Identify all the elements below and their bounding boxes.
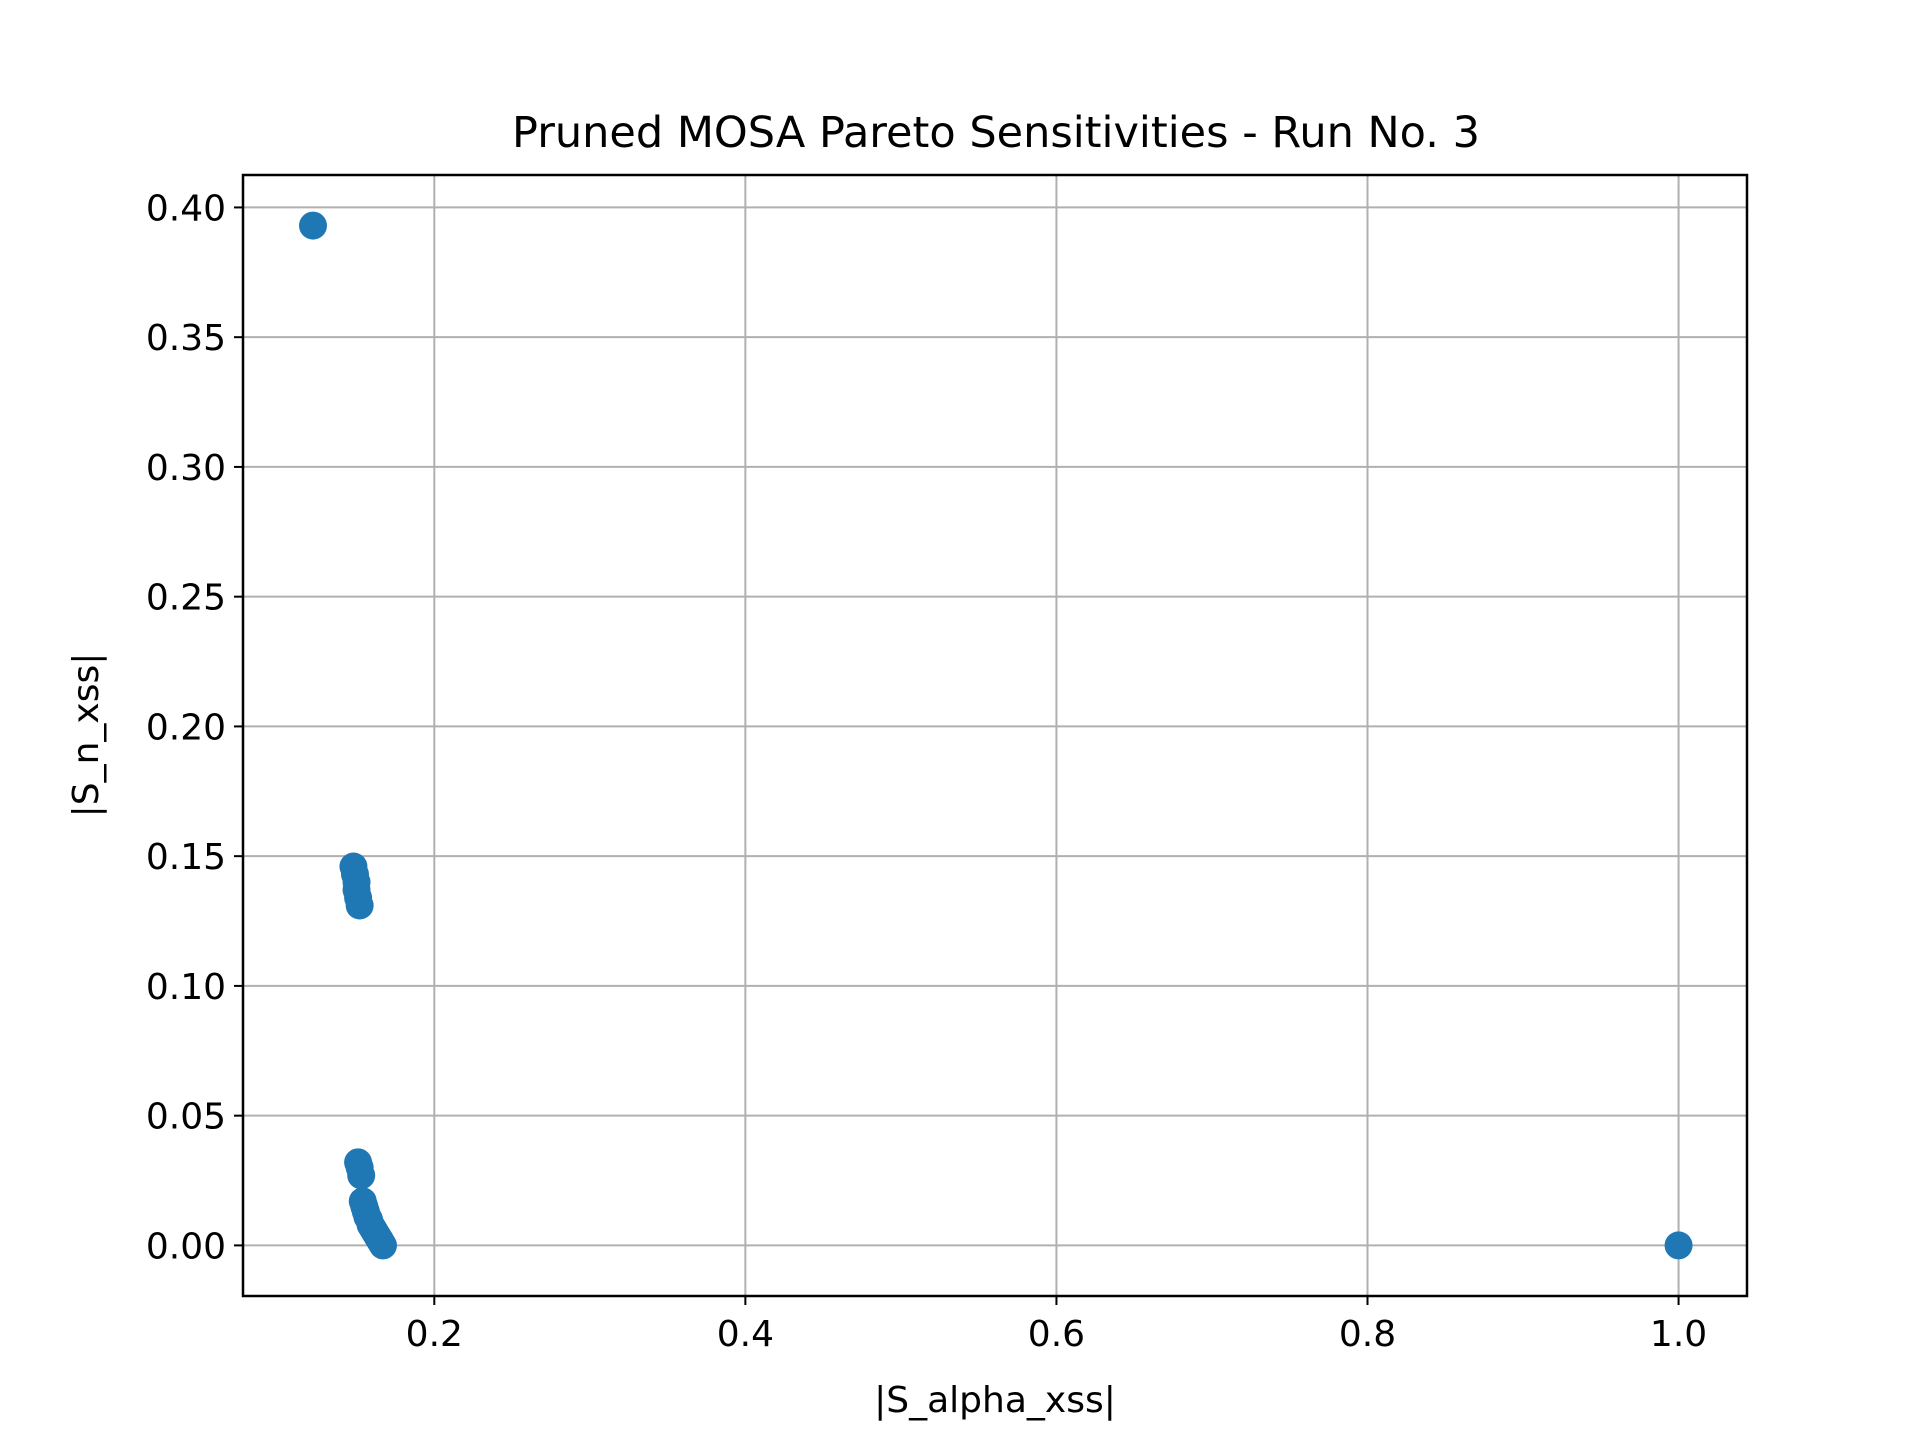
x-tick-label: 0.8 (1339, 1314, 1396, 1355)
data-points (298, 211, 1693, 1260)
plot-frame (241, 173, 1749, 1298)
y-tick-label: 0.35 (146, 318, 226, 359)
scatter-point (368, 1231, 397, 1260)
grid-lines (243, 175, 1747, 1296)
y-tick-label: 0.00 (146, 1226, 226, 1267)
y-axis-label: |S_n_xss| (66, 653, 107, 818)
scatter-point (347, 1161, 376, 1190)
x-tick-label: 0.6 (1028, 1314, 1085, 1355)
y-tick-label: 0.40 (146, 188, 226, 229)
x-tick-label: 0.4 (717, 1314, 774, 1355)
chart-title: Pruned MOSA Pareto Sensitivities - Run N… (512, 108, 1480, 158)
scatter-point (298, 211, 327, 240)
y-tick-label: 0.20 (146, 707, 226, 748)
scatter-point (345, 891, 374, 920)
scatter-point (1664, 1231, 1693, 1260)
x-axis-ticks: 0.2 0.4 0.6 0.8 1.0 (406, 1296, 1707, 1355)
y-tick-label: 0.05 (146, 1097, 226, 1138)
y-tick-label: 0.25 (146, 578, 226, 619)
x-tick-label: 1.0 (1650, 1314, 1707, 1355)
y-axis-ticks: 0.00 0.05 0.10 0.15 0.20 0.25 0.30 0.35 0.40 (146, 188, 243, 1267)
x-axis-label: |S_alpha_xss| (874, 1380, 1116, 1421)
y-tick-label: 0.10 (146, 967, 226, 1008)
y-tick-label: 0.15 (146, 837, 226, 878)
x-tick-label: 0.2 (406, 1314, 463, 1355)
y-tick-label: 0.30 (146, 448, 226, 489)
